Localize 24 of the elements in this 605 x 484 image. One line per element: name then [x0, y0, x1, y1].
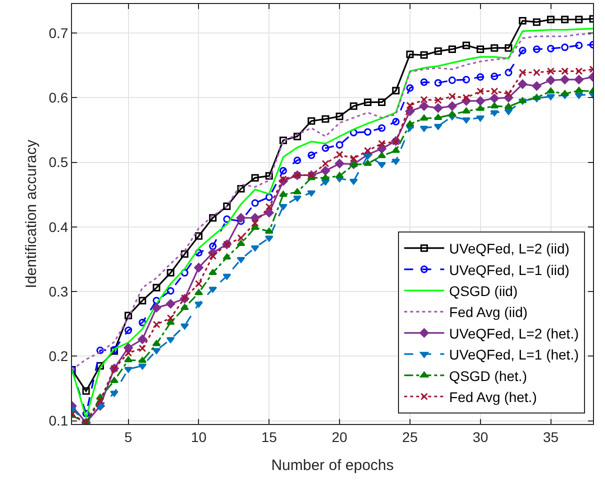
- legend-label: UVeQFed, L=1 (het.): [449, 346, 579, 363]
- legend-label: UVeQFed, L=2 (iid): [449, 240, 570, 257]
- y-tick-label: 0.2: [48, 348, 68, 364]
- y-tick-label: 0.7: [48, 24, 68, 41]
- legend-label: UVeQFed, L=2 (het.): [449, 325, 579, 342]
- x-tick-label: 25: [402, 428, 418, 445]
- y-tick-label: 0.3: [48, 283, 68, 300]
- x-tick-label: 5: [124, 428, 132, 445]
- y-tick-label: 0.4: [48, 218, 68, 235]
- x-axis-title: Number of epochs: [271, 456, 394, 474]
- x-tick-label: 15: [261, 428, 278, 445]
- y-axis-title: Identification accuracy: [22, 139, 40, 288]
- x-tick-label: 35: [542, 428, 559, 445]
- legend-label: QSGD (iid): [449, 282, 518, 299]
- x-tick-label: 20: [332, 428, 348, 445]
- x-tick-label: 30: [472, 428, 488, 445]
- legend-label: Fed Avg (iid): [449, 304, 528, 320]
- y-tick-label: 0.1: [48, 412, 68, 429]
- y-tick-label: 0.6: [48, 90, 68, 106]
- y-tick-label: 0.5: [48, 154, 68, 170]
- legend-label: UVeQFed, L=1 (iid): [449, 262, 570, 278]
- legend-label: QSGD (het.): [449, 368, 527, 384]
- legend-label: Fed Avg (het.): [449, 388, 537, 405]
- x-tick-label: 10: [190, 428, 207, 445]
